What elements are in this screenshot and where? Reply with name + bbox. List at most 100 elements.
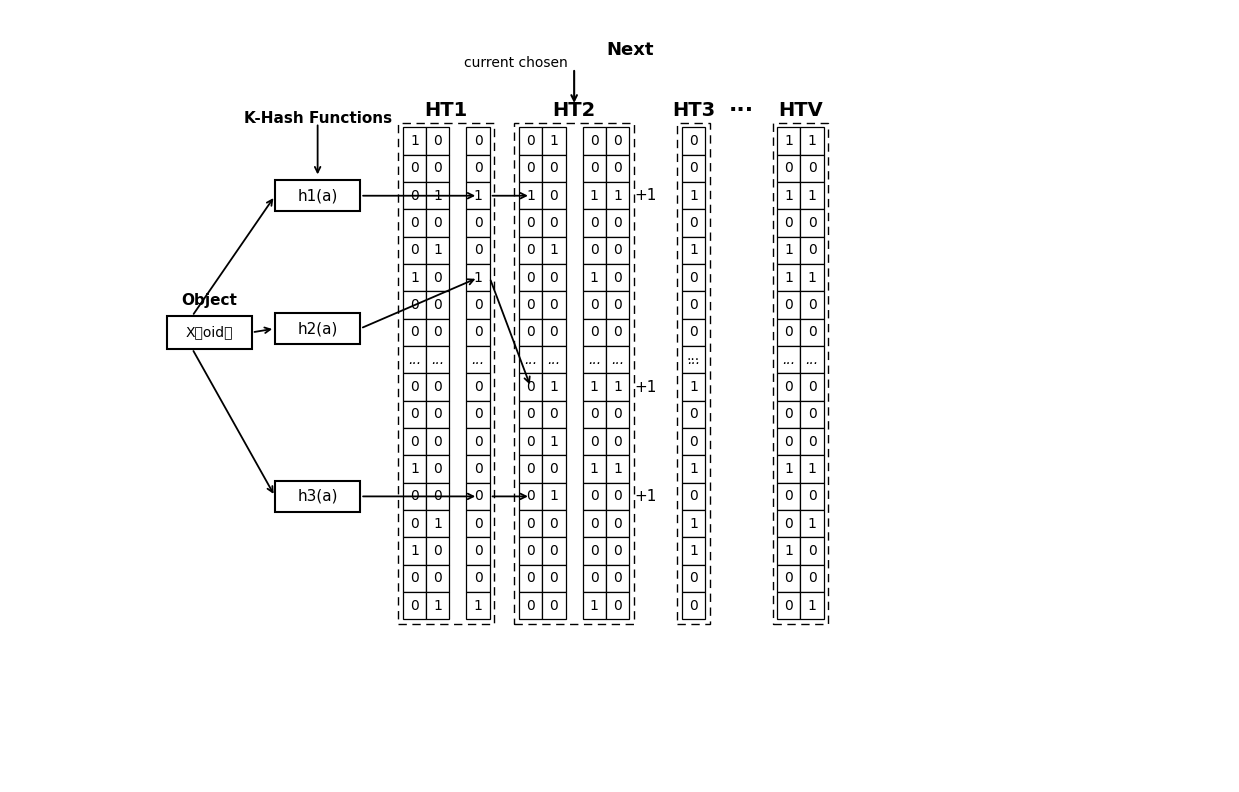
Text: 0: 0 [808,571,817,585]
Text: 0: 0 [473,435,482,449]
Bar [582,373,606,401]
Text: ...: ... [587,352,601,367]
Bar [543,401,566,428]
Bar [519,182,543,209]
Text: +1: +1 [634,379,657,394]
Text: 0: 0 [473,544,482,558]
Bar [582,291,606,318]
Bar [681,483,705,510]
Bar [466,538,489,565]
Text: 0: 0 [527,243,535,257]
Text: 0: 0 [410,380,419,394]
Text: 1: 1 [590,271,598,284]
Bar [275,181,361,211]
Text: 1: 1 [434,599,442,613]
Bar [800,483,824,510]
Text: 0: 0 [590,134,598,148]
Bar [606,128,629,154]
Text: HT3: HT3 [672,101,715,120]
Text: 0: 0 [527,162,535,175]
Text: 0: 0 [434,489,442,504]
Bar [582,401,606,428]
Text: 0: 0 [590,298,598,312]
Bar [543,128,566,154]
Bar [403,182,426,209]
Text: 1: 1 [550,380,559,394]
Bar [403,291,426,318]
Text: 1: 1 [550,243,559,257]
Bar [426,428,450,455]
Bar [466,237,489,264]
Bar [519,318,543,346]
Bar [606,209,629,237]
Text: 1: 1 [473,271,482,284]
Text: 0: 0 [473,216,482,230]
Bar [466,483,489,510]
Bar [606,182,629,209]
Text: 0: 0 [473,162,482,175]
Bar [681,291,705,318]
Text: 1: 1 [784,544,793,558]
Text: 0: 0 [613,516,622,531]
Text: 1: 1 [590,188,598,203]
Text: 0: 0 [784,599,793,613]
Text: 0: 0 [613,216,622,230]
Text: 0: 0 [689,326,698,340]
Text: 0: 0 [473,462,482,476]
Text: 0: 0 [808,243,817,257]
Bar [166,316,252,348]
Bar [426,291,450,318]
Bar [275,481,361,512]
Text: +1: +1 [634,188,657,204]
Bar [543,318,566,346]
Bar [543,565,566,592]
Text: 0: 0 [473,516,482,531]
Text: 0: 0 [527,216,535,230]
Text: current chosen: current chosen [465,56,567,70]
Bar [777,538,800,565]
Bar [681,128,705,154]
Text: 0: 0 [590,516,598,531]
Text: 0: 0 [784,380,793,394]
Bar [582,346,606,373]
Text: 0: 0 [590,489,598,504]
Bar [681,154,705,182]
Text: 0: 0 [527,380,535,394]
Text: 0: 0 [784,216,793,230]
Text: 1: 1 [434,243,442,257]
Bar [466,318,489,346]
Bar [466,154,489,182]
Bar [777,592,800,619]
Text: HT1: HT1 [425,101,468,120]
Text: 0: 0 [613,271,622,284]
Bar [681,592,705,619]
Bar [543,154,566,182]
Text: 1: 1 [689,243,698,257]
Text: 0: 0 [434,462,442,476]
Text: 0: 0 [473,489,482,504]
Text: 0: 0 [527,407,535,421]
Bar [681,401,705,428]
Bar [800,401,824,428]
Text: 0: 0 [689,571,698,585]
Bar [519,346,543,373]
Bar [606,237,629,264]
Bar [800,128,824,154]
Bar [403,455,426,483]
Bar [800,510,824,538]
Text: 0: 0 [434,162,442,175]
Bar [800,237,824,264]
Bar [606,538,629,565]
Text: Object: Object [181,293,237,308]
Text: 1: 1 [784,462,793,476]
Text: 1: 1 [613,380,622,394]
Text: 1: 1 [590,599,598,613]
Text: 1: 1 [434,188,442,203]
Bar [403,483,426,510]
Bar [800,318,824,346]
Bar [426,128,450,154]
Bar [777,264,800,291]
Bar [466,373,489,401]
Bar [800,538,824,565]
Text: 0: 0 [410,162,419,175]
